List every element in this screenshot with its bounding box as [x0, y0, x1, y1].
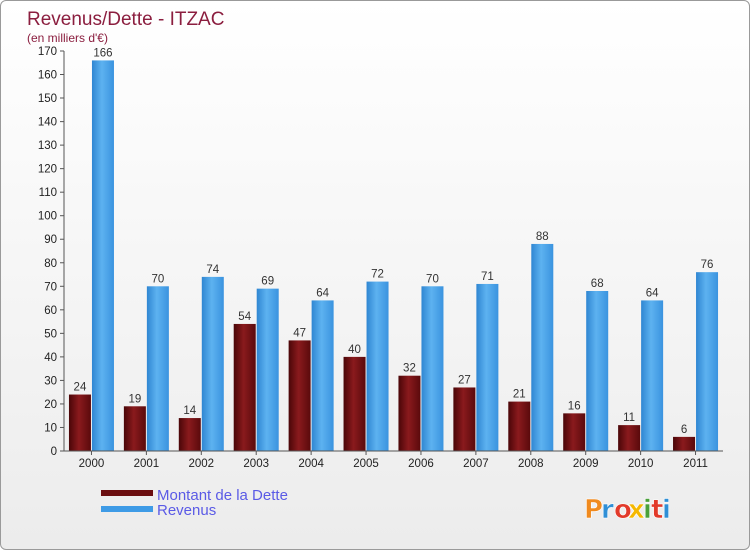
data-label: 64: [646, 287, 659, 299]
data-label: 27: [458, 374, 471, 386]
data-label: 40: [348, 344, 361, 356]
bar-revenus: [256, 288, 279, 451]
chart-title: Revenus/Dette - ITZAC: [27, 9, 224, 30]
logo-letter: t: [651, 495, 663, 525]
x-tick-label: 2006: [408, 458, 434, 470]
data-label: 54: [238, 311, 251, 323]
bar-dette: [398, 375, 421, 451]
bar-dette: [343, 356, 366, 451]
x-tick-label: 2004: [298, 458, 324, 470]
data-label: 14: [183, 405, 196, 417]
x-tick-label: 2001: [134, 458, 160, 470]
bar-revenus: [476, 283, 499, 451]
logo-letter: P: [584, 495, 603, 525]
data-label: 166: [93, 47, 112, 59]
bar-dette: [453, 387, 476, 451]
data-label: 68: [591, 278, 604, 290]
bar-revenus: [586, 291, 609, 451]
data-label: 16: [568, 400, 581, 412]
y-tick-label: 140: [38, 117, 57, 129]
bar-revenus: [201, 276, 224, 451]
bar-revenus: [421, 286, 444, 451]
bar-revenus: [311, 300, 334, 451]
logo-letter: o: [614, 495, 632, 525]
data-label: 47: [293, 327, 306, 339]
bar-revenus: [91, 60, 114, 451]
x-tick-label: 2008: [518, 458, 544, 470]
y-tick-label: 10: [44, 422, 57, 434]
data-label: 69: [261, 276, 274, 288]
data-label: 71: [481, 271, 494, 283]
y-tick-label: 160: [38, 70, 57, 82]
logo-letter: r: [601, 495, 614, 525]
data-label: 74: [206, 264, 219, 276]
legend-label-revenus: Revenus: [157, 502, 216, 519]
bar-dette: [123, 406, 146, 451]
y-tick-label: 60: [44, 305, 57, 317]
x-tick-label: 2000: [79, 458, 105, 470]
logo-letter: i: [662, 495, 671, 525]
y-tick-label: 130: [38, 140, 57, 152]
x-tick-label: 2011: [683, 458, 708, 470]
y-axis: 0 10 20 30 40 50 60 70 80 90 100 110 120 130 140 150 160…: [38, 46, 65, 458]
legend-swatch-revenus: [101, 506, 153, 512]
y-tick-label: 80: [44, 258, 57, 270]
chart-subtitle: (en milliers d'€): [27, 31, 108, 45]
x-tick-label: 2002: [188, 458, 214, 470]
y-tick-label: 0: [51, 446, 57, 458]
y-tick-label: 120: [38, 164, 57, 176]
logo-letter: x: [628, 495, 645, 525]
bar-dette: [563, 413, 586, 451]
x-tick-label: 2009: [573, 458, 599, 470]
legend-label-debt: Montant de la Dette: [157, 487, 288, 504]
proxiti-logo: Pr oxi ti: [584, 495, 672, 526]
data-label: 64: [316, 287, 329, 299]
bar-dette: [673, 436, 696, 451]
y-tick-label: 20: [44, 399, 57, 411]
y-tick-label: 30: [44, 375, 57, 387]
logo-letter: i: [643, 495, 652, 525]
x-tick-label: 2005: [353, 458, 379, 470]
data-label: 24: [74, 382, 87, 394]
bar-revenus: [366, 281, 389, 451]
data-label: 11: [623, 412, 635, 424]
data-label: 72: [371, 269, 384, 281]
y-tick-label: 150: [38, 93, 57, 105]
y-tick-label: 170: [38, 46, 57, 58]
bar-revenus: [146, 286, 169, 451]
data-label: 88: [536, 231, 549, 243]
bar-revenus: [696, 272, 719, 451]
bars-group: 2416619701474546947644072327027712188166…: [68, 47, 719, 451]
y-tick-label: 70: [44, 281, 57, 293]
x-axis: 2000 2001 2002 2003 2004 2005 2006 2007 2008 2009…: [64, 450, 723, 470]
bar-dette: [618, 425, 641, 451]
y-tick-label: 100: [38, 211, 57, 223]
bar-revenus: [641, 300, 664, 451]
y-tick-label: 40: [44, 352, 57, 364]
bar-revenus: [531, 243, 554, 451]
data-label: 6: [681, 424, 687, 436]
legend: Montant de la Dette Revenus: [101, 487, 288, 519]
x-tick-label: 2003: [243, 458, 269, 470]
bar-dette: [233, 323, 256, 451]
bar-dette: [508, 401, 531, 451]
bar-dette: [68, 394, 91, 451]
data-label: 19: [128, 393, 141, 405]
data-label: 76: [701, 259, 714, 271]
x-tick-label: 2007: [463, 458, 489, 470]
y-tick-label: 50: [44, 328, 57, 340]
data-label: 70: [426, 273, 439, 285]
x-tick-label: 2010: [628, 458, 654, 470]
data-label: 21: [513, 389, 526, 401]
bar-dette: [288, 340, 311, 451]
data-label: 32: [403, 363, 416, 375]
data-label: 70: [151, 273, 164, 285]
legend-swatch-debt: [101, 490, 153, 496]
y-tick-label: 90: [44, 234, 57, 246]
y-tick-label: 110: [39, 187, 57, 199]
bar-dette: [178, 418, 201, 451]
